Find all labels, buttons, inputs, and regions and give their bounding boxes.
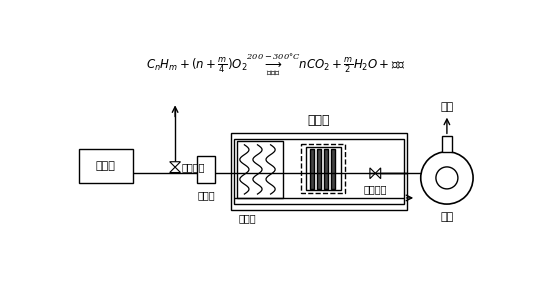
Bar bbox=[331, 149, 335, 189]
Bar bbox=[234, 139, 404, 204]
Bar bbox=[310, 149, 315, 189]
Text: $C_n H_m + (n + \frac{m}{4})O_2 \underset{\mathregular{催化剂}}{\overset{\mathregul: $C_n H_m + (n + \frac{m}{4})O_2 \underse… bbox=[146, 50, 405, 77]
Bar bbox=[79, 149, 133, 183]
Bar bbox=[196, 156, 215, 183]
Circle shape bbox=[436, 167, 458, 189]
Bar bbox=[306, 147, 340, 190]
Text: 排空阀门: 排空阀门 bbox=[364, 184, 387, 194]
Text: 阻火器: 阻火器 bbox=[197, 190, 215, 200]
Bar bbox=[301, 144, 345, 193]
Polygon shape bbox=[376, 168, 381, 179]
Text: 排放: 排放 bbox=[440, 102, 454, 112]
Text: 催化室: 催化室 bbox=[308, 114, 330, 127]
Text: 废气源: 废气源 bbox=[96, 161, 116, 171]
Bar bbox=[324, 149, 328, 189]
Bar bbox=[442, 136, 451, 152]
Polygon shape bbox=[370, 168, 376, 179]
Bar bbox=[232, 133, 407, 210]
Text: 风机: 风机 bbox=[440, 212, 454, 222]
Text: 换热器: 换热器 bbox=[238, 213, 256, 223]
Bar bbox=[317, 149, 321, 189]
Circle shape bbox=[421, 152, 473, 204]
Bar bbox=[237, 141, 283, 198]
Text: 排空阀门: 排空阀门 bbox=[181, 162, 205, 172]
Polygon shape bbox=[170, 162, 180, 167]
Polygon shape bbox=[170, 167, 180, 173]
